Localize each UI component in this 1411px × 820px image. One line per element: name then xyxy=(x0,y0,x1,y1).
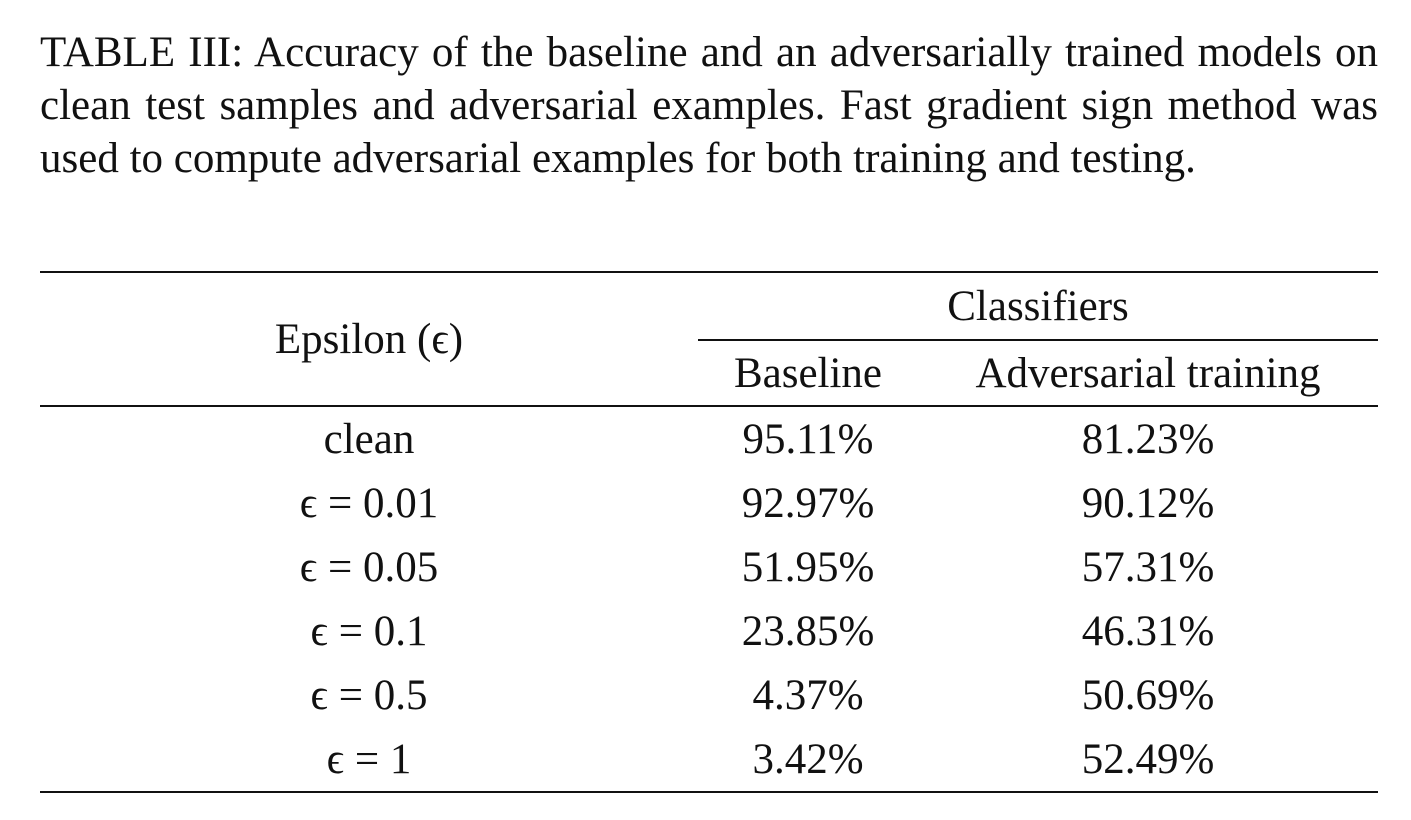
epsilon-column-header: Epsilon (ϵ) xyxy=(40,271,698,407)
epsilon-cell: ϵ = 0.1 xyxy=(310,607,428,655)
table-row: ϵ = 1 3.42% 52.49% xyxy=(40,727,1379,793)
table-row: ϵ = 0.01 92.97% 90.12% xyxy=(40,471,1378,535)
baseline-accuracy-cell: 4.37% xyxy=(752,671,864,719)
baseline-accuracy-cell: 92.97% xyxy=(741,479,875,527)
epsilon-cell: ϵ = 0.05 xyxy=(299,543,439,591)
adversarial-accuracy-cell: 90.12% xyxy=(1081,479,1215,527)
results-table-body: clean 95.11% 81.23% ϵ = 0.01 92.97% 90.1… xyxy=(40,406,1379,793)
epsilon-cell: ϵ = 0.5 xyxy=(310,671,428,719)
table-row: ϵ = 0.5 4.37% 50.69% xyxy=(40,663,1378,727)
adversarial-accuracy-cell: 81.23% xyxy=(1081,415,1215,463)
baseline-accuracy-cell: 95.11% xyxy=(742,415,874,463)
epsilon-cell: clean xyxy=(323,415,415,463)
epsilon-cell: ϵ = 1 xyxy=(40,727,698,793)
adversarial-accuracy-cell: 50.69% xyxy=(1081,671,1215,719)
table-row: ϵ = 0.05 51.95% 57.31% xyxy=(40,535,1378,599)
results-table: Epsilon (ϵ) Classifiers Baseline Adversa… xyxy=(40,271,1379,793)
table-row: clean 95.11% 81.23% xyxy=(40,406,1378,471)
classifiers-group-header: Classifiers xyxy=(698,271,1379,341)
baseline-accuracy-cell: 3.42% xyxy=(698,727,918,793)
adversarial-accuracy-cell: 46.31% xyxy=(1081,607,1215,655)
table-row: ϵ = 0.1 23.85% 46.31% xyxy=(40,599,1378,663)
epsilon-cell: ϵ = 0.01 xyxy=(299,479,439,527)
adversarial-accuracy-cell: 57.31% xyxy=(1081,543,1215,591)
baseline-accuracy-cell: 23.85% xyxy=(741,607,875,655)
table-caption-text: Accuracy of the baseline and an adversar… xyxy=(40,29,1378,182)
baseline-accuracy-cell: 51.95% xyxy=(741,543,875,591)
adversarial-accuracy-cell: 52.49% xyxy=(918,727,1379,793)
adversarial-training-column-header: Adversarial training xyxy=(918,340,1379,407)
results-table-container: Epsilon (ϵ) Classifiers Baseline Adversa… xyxy=(40,271,1379,793)
baseline-column-header: Baseline xyxy=(698,340,918,407)
table-caption-label: TABLE III: xyxy=(40,29,244,76)
table-caption: TABLE III: Accuracy of the baseline and … xyxy=(40,26,1378,185)
